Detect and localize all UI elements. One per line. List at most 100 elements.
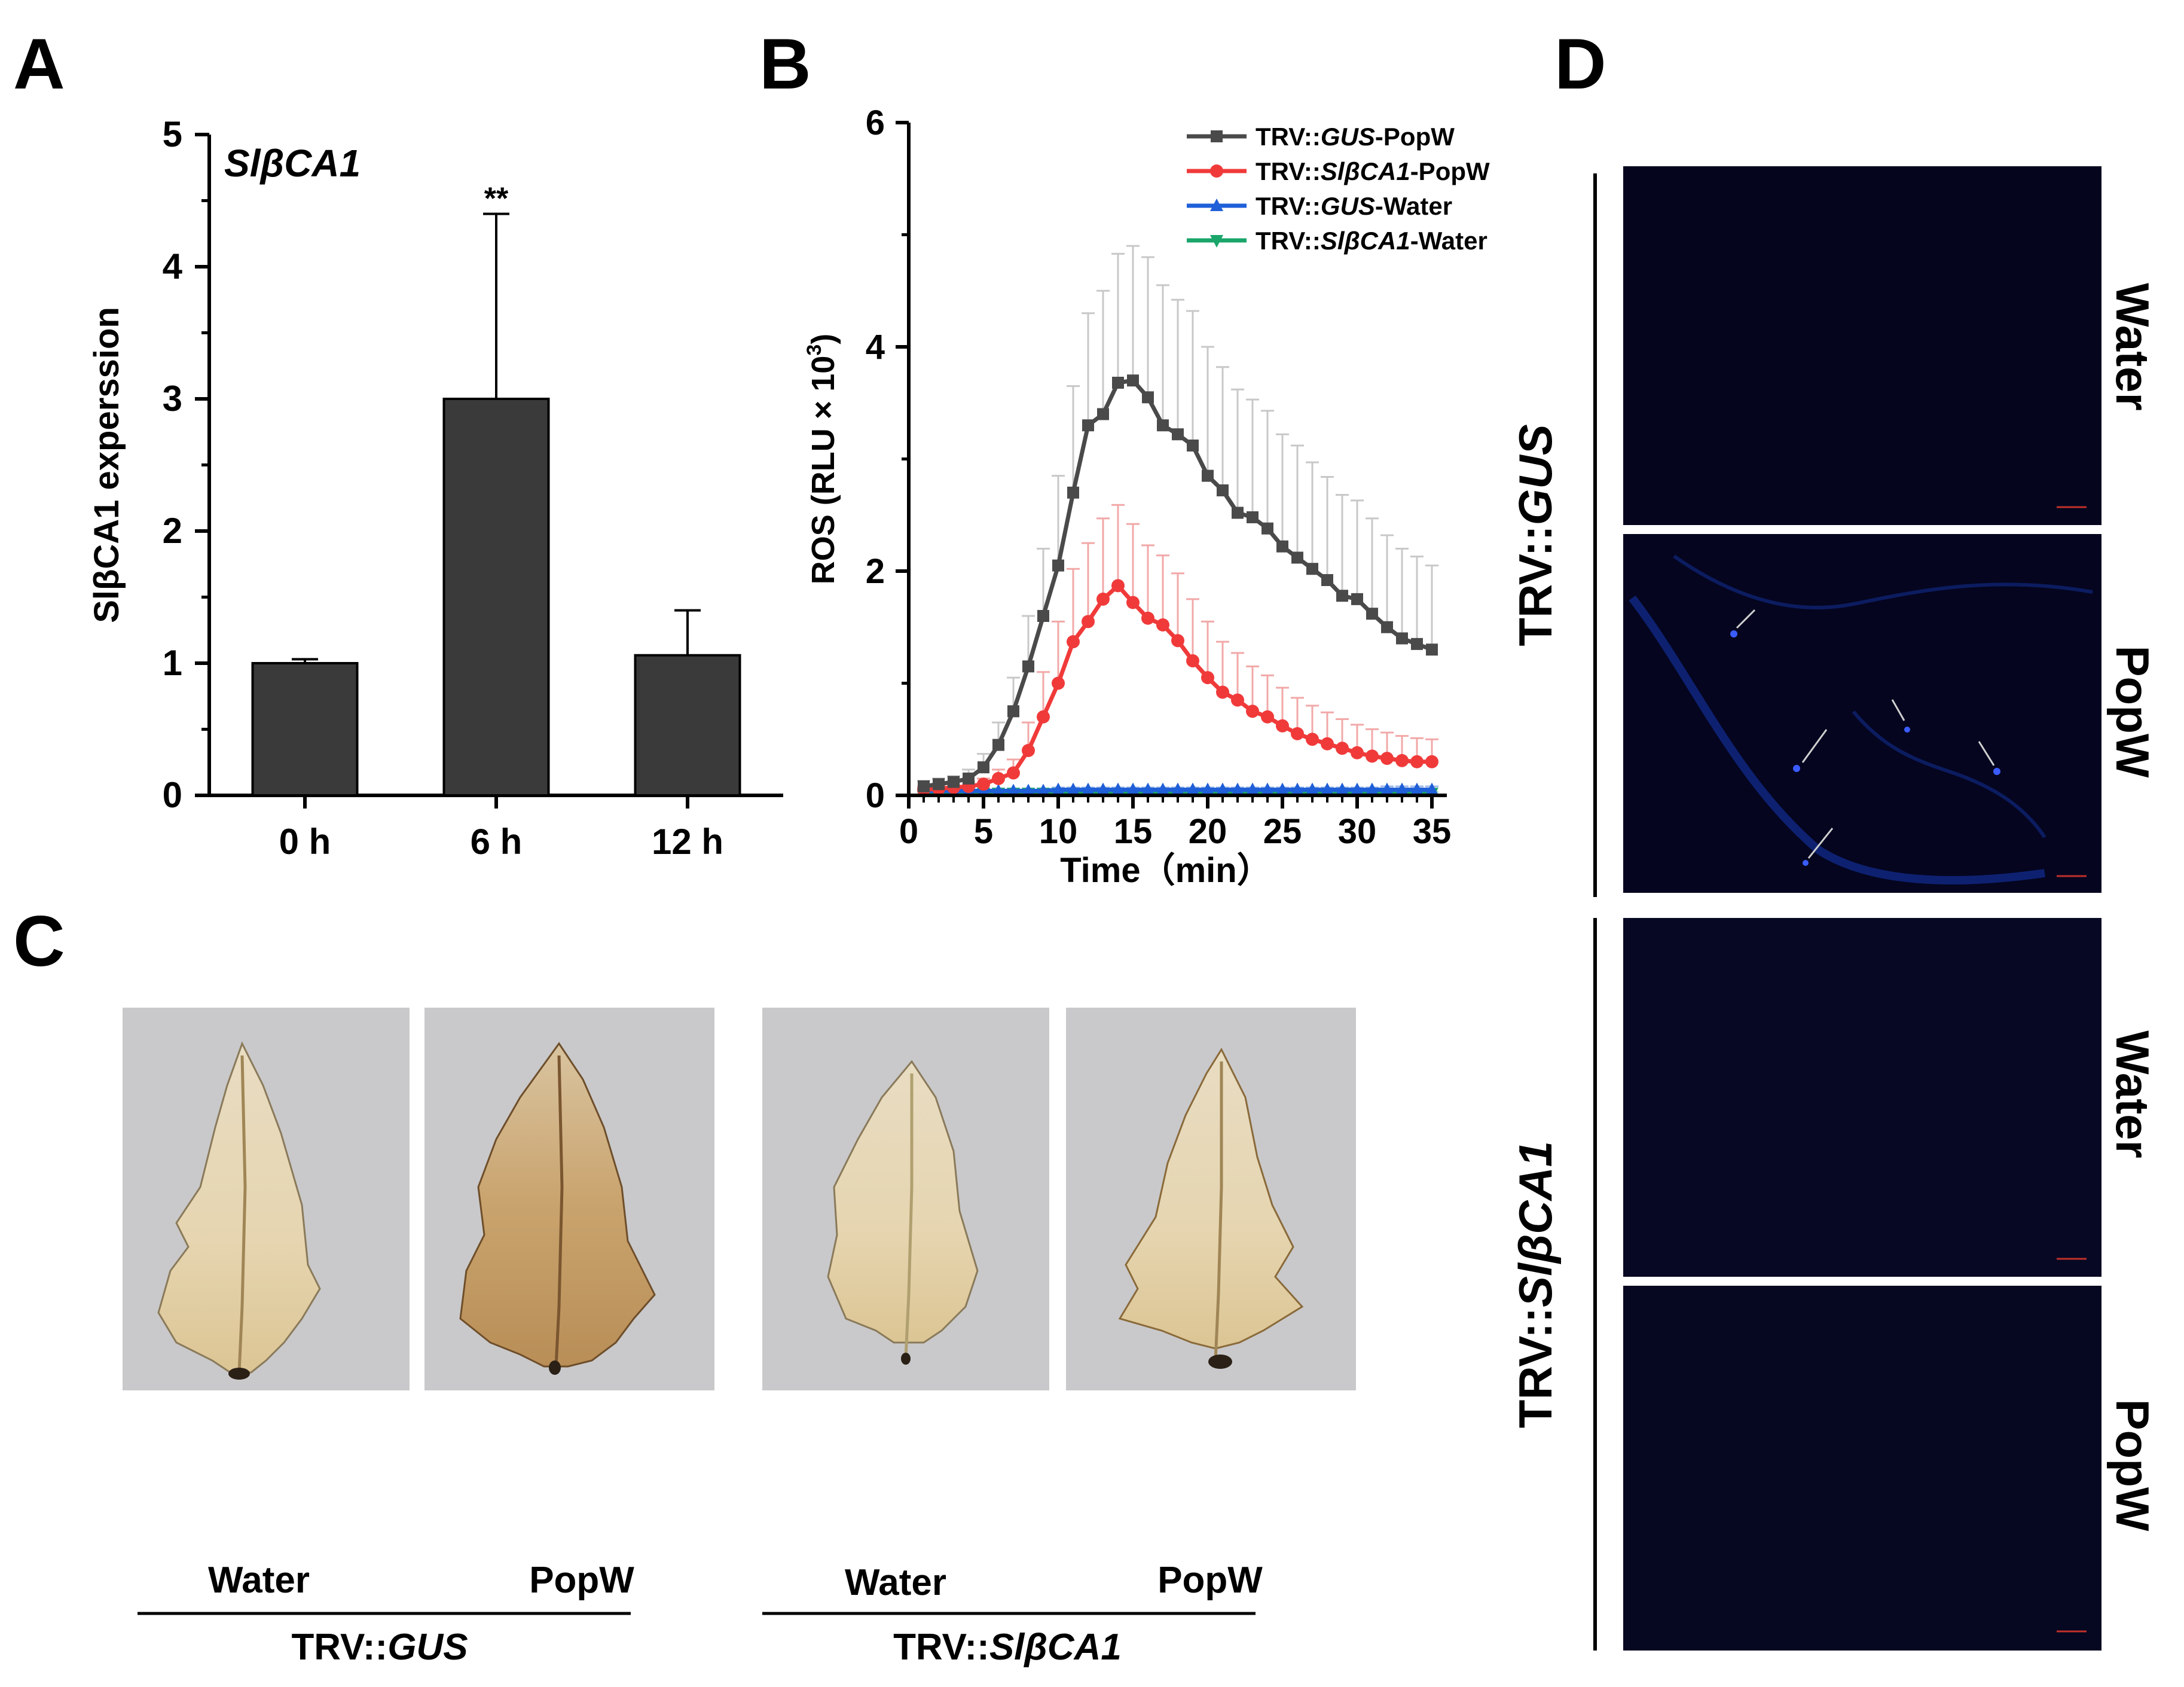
- group-gene: GUS: [387, 1627, 468, 1668]
- bar: [251, 662, 359, 797]
- data-point: [1127, 374, 1139, 387]
- data-point: [1141, 611, 1154, 625]
- data-point: [1172, 428, 1184, 441]
- x-tick-label: 15: [1114, 812, 1153, 851]
- leaf-label-3: Water: [845, 1562, 946, 1603]
- leaf-petiole: [549, 1360, 561, 1375]
- panel-c: C Water PopW Water PopW: [13, 901, 1356, 1668]
- leaf-midrib: [554, 1055, 564, 1367]
- data-point: [918, 780, 930, 792]
- legend-label-part: TRV::: [1256, 123, 1321, 151]
- y-tick-label: 1: [163, 643, 182, 683]
- chart-title: SlβCA1: [224, 142, 361, 185]
- data-point: [1022, 744, 1035, 757]
- data-point: [1126, 782, 1140, 795]
- data-point: [1111, 579, 1125, 593]
- data-point: [1007, 705, 1019, 718]
- data-point: [1232, 507, 1244, 519]
- data-point: [1231, 782, 1244, 795]
- data-point: [1380, 782, 1394, 795]
- data-point: [1410, 782, 1424, 795]
- group-prefix: TRV::: [1509, 525, 1562, 646]
- data-point: [1037, 610, 1049, 622]
- micrograph-2: [1623, 534, 2101, 893]
- data-point: [992, 771, 1005, 785]
- group-label-gus: TRV::GUS: [291, 1627, 468, 1668]
- data-point: [1321, 574, 1333, 586]
- x-tick-label: 5: [974, 812, 993, 851]
- y-axis-label-superscript: 3: [803, 344, 826, 356]
- data-point: [1336, 742, 1349, 755]
- leaf-label-4: PopW: [1157, 1560, 1263, 1601]
- data-point: [1306, 733, 1319, 746]
- data-point: [1217, 484, 1229, 496]
- data-point: [1291, 551, 1303, 564]
- data-point: [1410, 755, 1424, 768]
- leaf-photo-3: [762, 1008, 1049, 1390]
- legend-label-part: GUS: [1321, 123, 1375, 151]
- leaf-photo-2: [424, 1008, 714, 1390]
- y-axis-label-text: ): [805, 334, 841, 344]
- x-tick-label: 12 h: [652, 822, 723, 862]
- leaf-vein: [1673, 554, 2093, 610]
- legend-label: TRV::GUS-PopW: [1256, 123, 1455, 151]
- legend-label-part: TRV::: [1256, 157, 1321, 185]
- data-point: [1411, 637, 1423, 650]
- y-tick-label: 2: [866, 552, 885, 591]
- data-point: [1351, 782, 1364, 795]
- data-point: [1261, 710, 1274, 724]
- y-axis-label: SlβCA1 experssion: [87, 307, 126, 623]
- data-point: [1276, 540, 1288, 553]
- data-point: [1247, 511, 1259, 523]
- legend-label-part: SlβCA1: [1321, 227, 1410, 255]
- y-tick-label: 2: [163, 511, 182, 551]
- y-tick-label: 0: [866, 776, 885, 815]
- data-point: [1395, 782, 1409, 795]
- x-tick-label: 0 h: [279, 822, 331, 862]
- y-tick-label: 4: [866, 328, 885, 367]
- data-point: [1171, 634, 1184, 648]
- panel-letter-c: C: [13, 901, 65, 981]
- ros-spot: [1803, 860, 1809, 866]
- data-point: [978, 761, 989, 774]
- data-point: [1111, 782, 1125, 795]
- data-point: [992, 739, 1004, 751]
- legend-marker: [1210, 199, 1223, 211]
- data-point: [963, 772, 975, 785]
- y-axis-label-text: ROS (RLU × 10: [805, 356, 841, 585]
- micrograph-3: [1623, 918, 2101, 1277]
- legend-label: TRV::SlβCA1-Water: [1256, 227, 1487, 255]
- legend-label-part: SlβCA1: [1321, 157, 1410, 185]
- y-tick-label: 4: [163, 246, 183, 286]
- data-point: [1022, 783, 1035, 797]
- x-tick-label: 30: [1338, 812, 1377, 851]
- data-point: [1142, 391, 1154, 404]
- data-point: [948, 776, 960, 788]
- data-point: [1231, 693, 1244, 707]
- group-prefix: TRV::: [893, 1627, 989, 1668]
- data-point: [1216, 685, 1229, 699]
- x-tick-label: 6 h: [471, 822, 523, 862]
- panel-letter-d: D: [1554, 24, 1606, 104]
- data-point: [1291, 782, 1304, 795]
- group-prefix: TRV::: [1509, 1307, 1562, 1428]
- arrow-indicator: [1891, 699, 1905, 721]
- bar: [442, 398, 550, 797]
- legend-label-part: GUS: [1321, 192, 1375, 220]
- data-point: [1351, 746, 1364, 759]
- micrograph-image: [1623, 166, 2101, 525]
- x-tick-label: 10: [1039, 812, 1078, 851]
- leaf-midrib: [237, 1055, 247, 1373]
- legend-label-part: TRV::: [1256, 227, 1321, 255]
- row-label-2: PopW: [2106, 646, 2159, 778]
- data-point: [1366, 608, 1378, 620]
- group-label-slbca1: TRV::SlβCA1: [893, 1627, 1122, 1668]
- leaf-petiole: [228, 1368, 250, 1380]
- data-point: [1007, 766, 1020, 780]
- x-axis-label: Time（min）: [1060, 851, 1271, 890]
- leaf-photo-4: [1066, 1008, 1356, 1390]
- data-point: [1396, 632, 1408, 645]
- arrow-indicator: [1801, 729, 1828, 763]
- leaf-photo-1: [123, 1008, 410, 1390]
